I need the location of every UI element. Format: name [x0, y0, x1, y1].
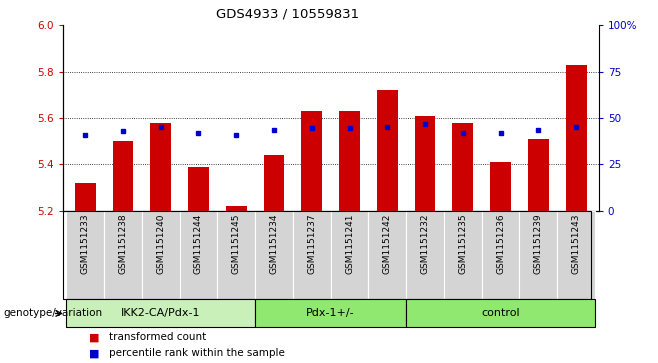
Text: genotype/variation: genotype/variation	[3, 309, 103, 318]
Text: percentile rank within the sample: percentile rank within the sample	[109, 348, 284, 358]
Bar	[180, 211, 217, 299]
Text: GSM1151245: GSM1151245	[232, 213, 241, 274]
Text: GSM1151232: GSM1151232	[420, 213, 430, 274]
Text: GSM1151238: GSM1151238	[118, 213, 128, 274]
Text: GSM1151233: GSM1151233	[81, 213, 89, 274]
Bar	[490, 162, 511, 211]
Bar	[217, 211, 255, 299]
Text: ■: ■	[89, 333, 99, 342]
Text: Pdx-1+/-: Pdx-1+/-	[307, 309, 355, 318]
Bar	[188, 167, 209, 211]
Bar	[142, 211, 180, 299]
Bar	[75, 183, 95, 211]
Bar	[377, 90, 397, 211]
Text: control: control	[481, 309, 520, 318]
Text: GSM1151241: GSM1151241	[345, 213, 354, 274]
Text: GDS4933 / 10559831: GDS4933 / 10559831	[216, 7, 359, 20]
Bar	[255, 211, 293, 299]
Bar	[566, 65, 586, 211]
Bar	[113, 141, 134, 211]
Bar	[264, 155, 284, 211]
Bar	[528, 139, 549, 211]
Text: IKK2-CA/Pdx-1: IKK2-CA/Pdx-1	[121, 309, 201, 318]
Text: GSM1151239: GSM1151239	[534, 213, 543, 274]
Bar	[415, 116, 436, 211]
Bar	[226, 206, 247, 211]
Bar	[406, 211, 444, 299]
Bar	[255, 299, 406, 327]
Bar	[301, 111, 322, 211]
Text: GSM1151236: GSM1151236	[496, 213, 505, 274]
Text: GSM1151234: GSM1151234	[270, 213, 278, 274]
Text: GSM1151240: GSM1151240	[156, 213, 165, 274]
Bar	[519, 211, 557, 299]
Text: transformed count: transformed count	[109, 333, 206, 342]
Bar	[66, 211, 104, 299]
Bar	[453, 123, 473, 211]
Bar	[482, 211, 519, 299]
Bar	[444, 211, 482, 299]
Bar	[557, 211, 595, 299]
Text: GSM1151242: GSM1151242	[383, 213, 392, 274]
Bar	[339, 111, 360, 211]
Bar	[66, 299, 255, 327]
Bar	[150, 123, 171, 211]
Text: GSM1151243: GSM1151243	[572, 213, 580, 274]
Bar	[406, 299, 595, 327]
Bar	[104, 211, 142, 299]
Text: ■: ■	[89, 348, 99, 358]
Bar	[368, 211, 406, 299]
Text: GSM1151235: GSM1151235	[459, 213, 467, 274]
Bar	[330, 211, 368, 299]
Text: GSM1151237: GSM1151237	[307, 213, 316, 274]
Bar	[293, 211, 330, 299]
Text: GSM1151244: GSM1151244	[194, 213, 203, 274]
